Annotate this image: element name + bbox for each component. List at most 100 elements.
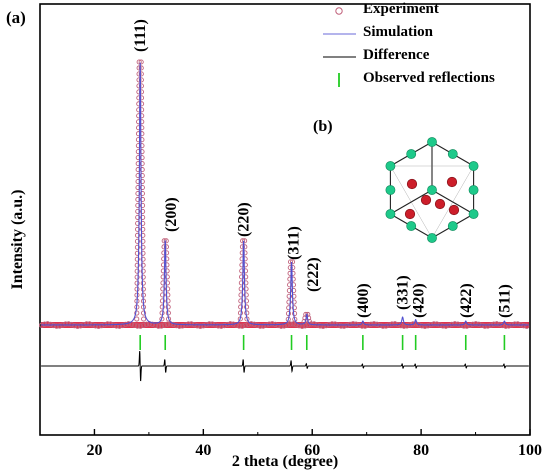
experiment-point <box>138 71 144 77</box>
green-atom <box>385 209 396 219</box>
experiment-point <box>266 321 272 327</box>
experiment-point <box>140 208 146 214</box>
peak-label: (420) <box>411 283 428 318</box>
experiment-point <box>257 323 263 329</box>
experiment-point <box>292 310 298 317</box>
experiment-point <box>107 321 114 327</box>
experiment-point <box>292 316 298 322</box>
experiment-point <box>134 323 141 329</box>
experiment-point <box>71 322 78 329</box>
experiment-point <box>140 286 146 292</box>
red-atom <box>434 198 446 210</box>
experiment-point <box>62 321 69 327</box>
experiment-point <box>141 316 147 322</box>
experiment-point <box>135 208 141 214</box>
experiment-point <box>163 238 169 244</box>
experiment-point <box>473 321 479 327</box>
experiment-point <box>380 323 386 329</box>
experiment-point <box>140 226 146 232</box>
green-atom <box>406 221 417 231</box>
experiment-point <box>452 321 458 327</box>
experiment-point <box>83 321 90 327</box>
experiment-point <box>515 321 521 327</box>
experiment-point <box>140 280 146 286</box>
experiment-point <box>238 298 244 304</box>
experiment-point <box>476 321 482 327</box>
experiment-point <box>44 321 51 327</box>
experiment-point <box>149 321 156 327</box>
experiment-point <box>410 321 416 327</box>
green-atom <box>468 209 479 219</box>
experiment-point <box>139 190 145 197</box>
experiment-point <box>188 321 195 327</box>
experiment-point <box>140 214 146 220</box>
experiment-point <box>155 323 162 329</box>
experiment-point <box>139 167 145 173</box>
experiment-point <box>138 59 144 65</box>
experiment-point <box>286 299 292 305</box>
experiment-point <box>242 244 248 250</box>
experiment-point <box>260 323 266 329</box>
experiment-point <box>243 292 249 298</box>
experiment-point <box>136 65 142 71</box>
experiment-point <box>455 321 461 327</box>
experiment-point <box>135 226 141 232</box>
experiment-point <box>134 274 140 280</box>
experiment-point <box>368 321 374 327</box>
experiment-point <box>165 298 171 304</box>
experiment-point <box>239 323 245 329</box>
experiment-point <box>269 321 275 327</box>
x-tick-label: 60 <box>304 442 320 459</box>
experiment-point <box>236 323 242 329</box>
experiment-point <box>238 304 244 310</box>
experiment-point <box>164 321 171 327</box>
experiment-point <box>243 274 249 280</box>
experiment-point <box>139 184 145 191</box>
experiment-point <box>206 321 212 327</box>
experiment-point <box>161 238 167 244</box>
green-atom <box>468 185 479 195</box>
experiment-point <box>164 280 171 286</box>
experiment-point <box>286 293 292 299</box>
legend-marker-circle <box>335 7 343 15</box>
experiment-point <box>140 238 146 244</box>
green-atom <box>427 233 437 243</box>
experiment-point <box>160 286 166 292</box>
experiment-point <box>494 321 500 327</box>
experiment-point <box>134 250 140 256</box>
experiment-point <box>404 323 410 329</box>
crystal-face-line <box>431 165 474 239</box>
experiment-point <box>197 323 203 329</box>
experiment-point <box>350 321 356 327</box>
green-atom <box>447 221 458 231</box>
experiment-point <box>244 304 250 310</box>
legend-item-difference: Difference <box>335 47 429 64</box>
experiment-point <box>92 323 99 329</box>
experiment-point <box>41 321 48 327</box>
experiment-point <box>138 65 144 71</box>
red-atom <box>446 176 458 188</box>
experiment-point <box>138 83 144 89</box>
experiment-point <box>291 305 297 311</box>
experiment-point <box>134 286 140 292</box>
experiment-point <box>443 323 449 329</box>
peak-label: (200) <box>163 197 180 232</box>
experiment-point <box>482 323 488 329</box>
peak-label: (220) <box>236 202 253 237</box>
experiment-point <box>218 323 224 329</box>
experiment-point <box>392 321 398 327</box>
red-atom <box>404 208 416 220</box>
experiment-point <box>374 321 380 327</box>
crystal-structure-diagram <box>385 137 479 243</box>
experiment-point <box>284 322 290 328</box>
experiment-point <box>446 322 452 329</box>
experiment-point <box>440 323 446 329</box>
experiment-point <box>86 321 93 327</box>
legend-label: Observed reflections <box>363 70 495 86</box>
x-axis-label: 2 theta (degree) <box>232 453 338 470</box>
experiment-point <box>161 322 168 328</box>
experiment-point <box>134 310 140 316</box>
peak-label: (511) <box>496 284 513 318</box>
experiment-point <box>434 321 440 327</box>
experiment-point <box>238 286 244 292</box>
